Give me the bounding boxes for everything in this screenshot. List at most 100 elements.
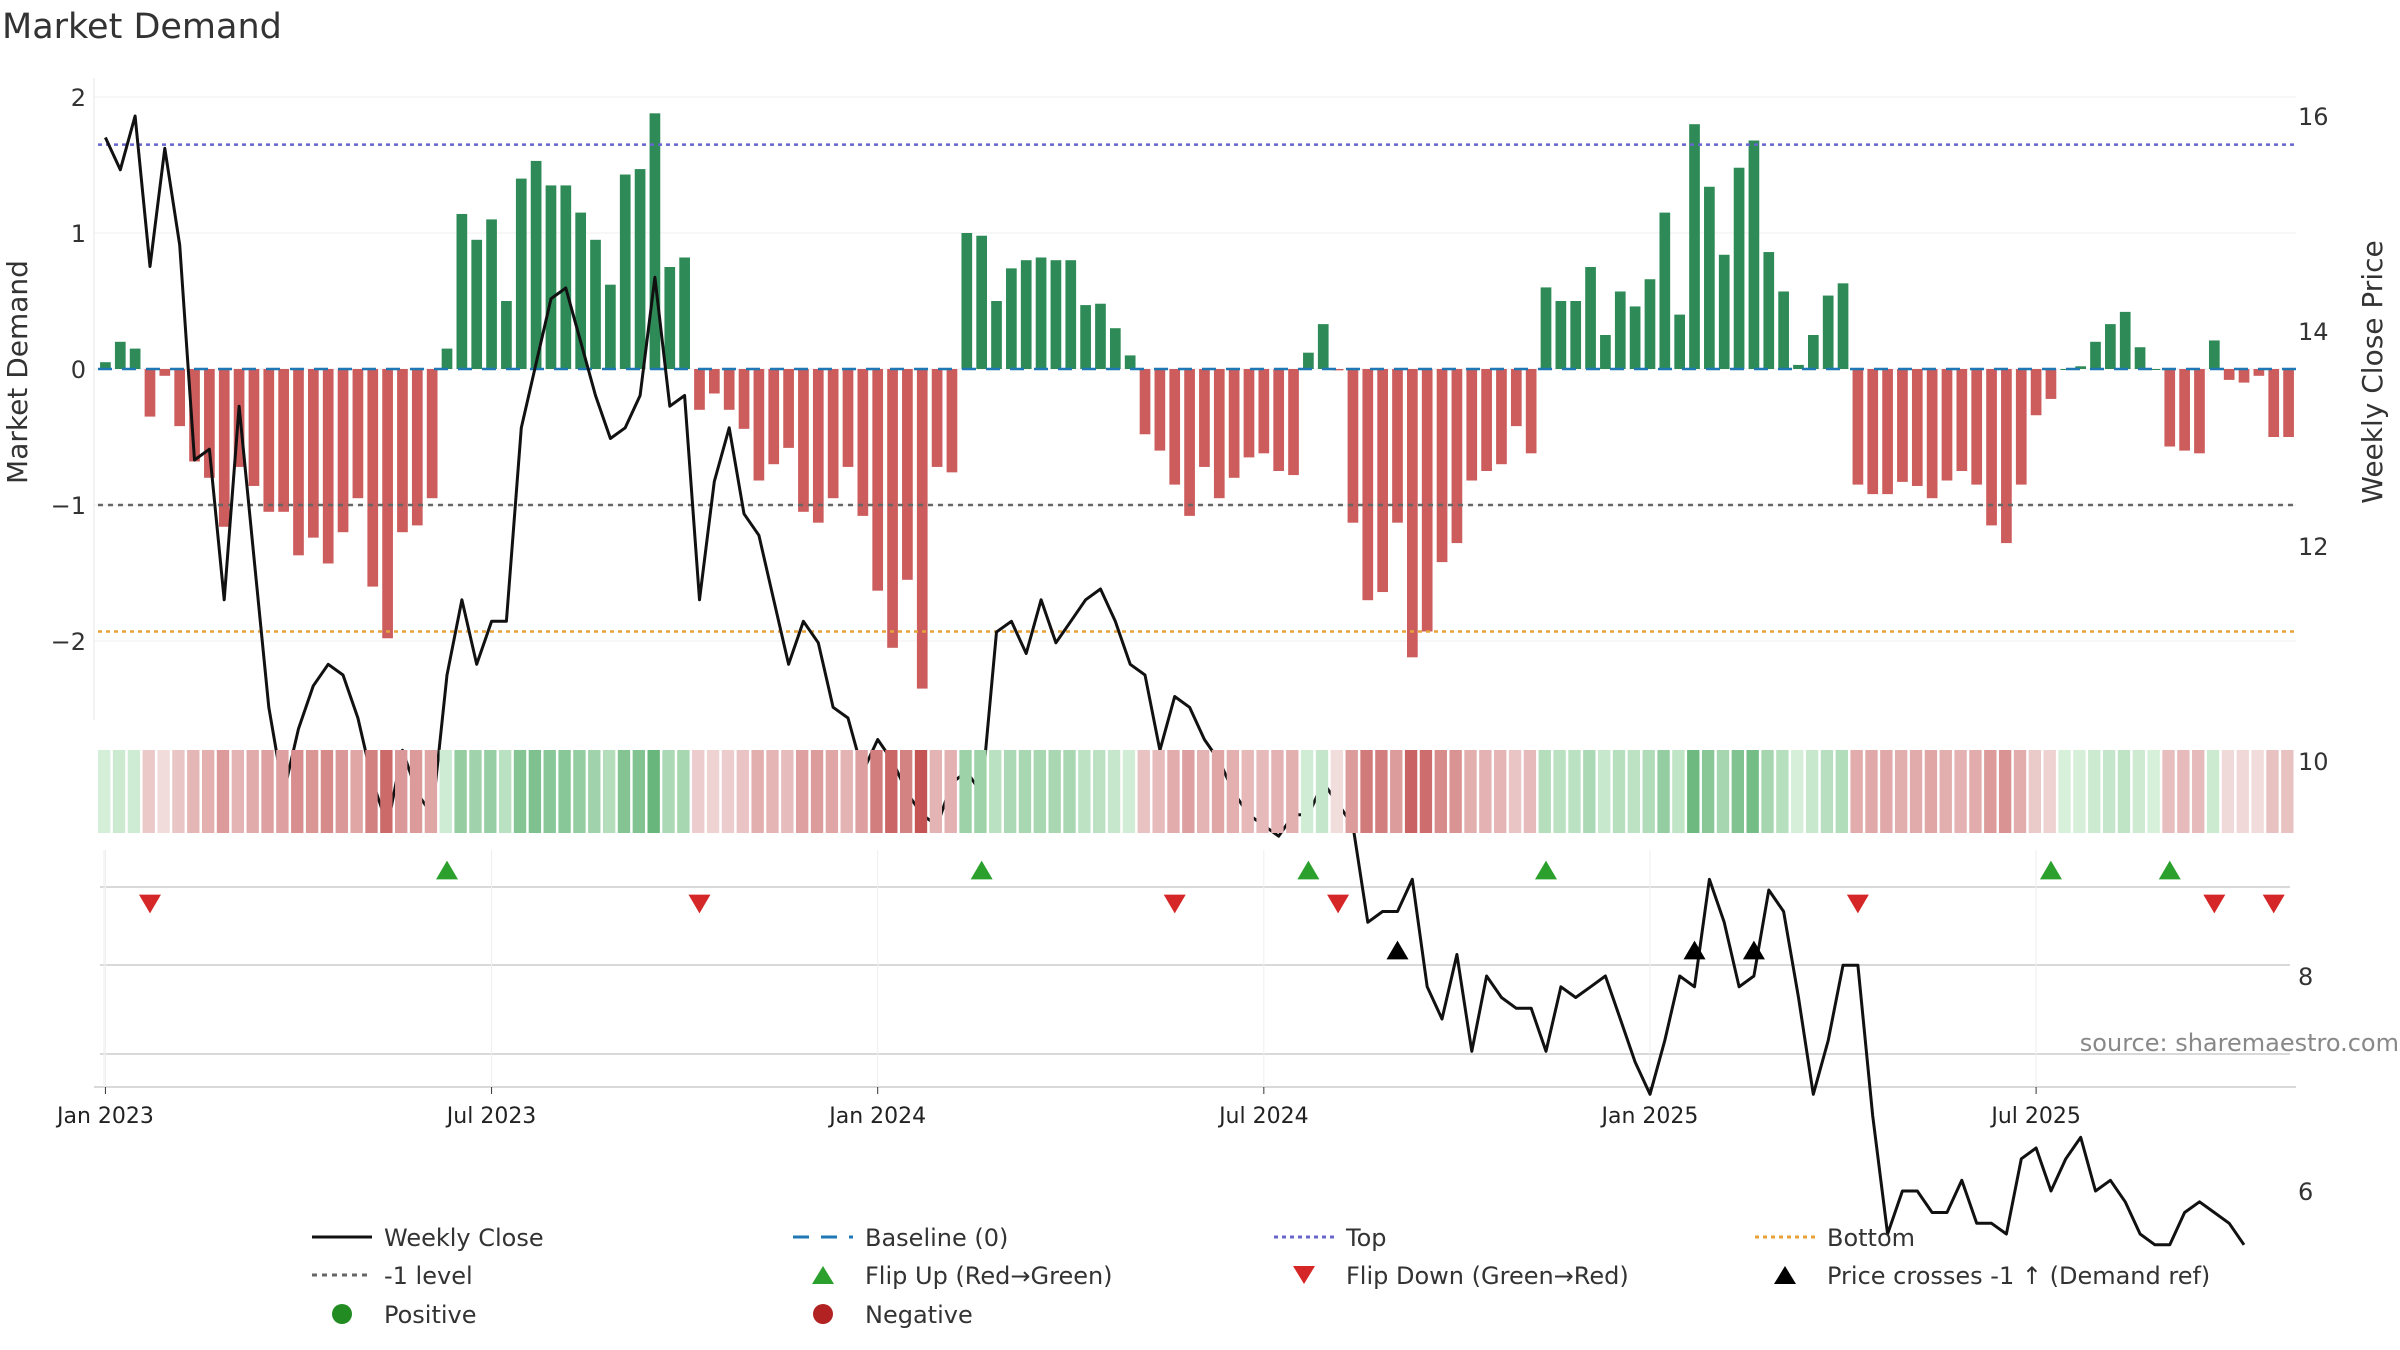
demand-bar — [1763, 252, 1775, 369]
demand-heat-strip — [98, 750, 2294, 833]
flip-up-marker — [436, 860, 459, 880]
demand-bar — [2223, 369, 2235, 380]
heat-cell — [1939, 750, 1952, 833]
demand-bar — [887, 369, 898, 648]
y-axis-label: Market Demand — [1, 260, 34, 484]
demand-bar — [1436, 369, 1448, 563]
y-tick-label: 0 — [71, 356, 86, 384]
heat-cell — [2177, 750, 2190, 833]
heat-cell — [1850, 750, 1863, 833]
heat-cell — [1182, 750, 1195, 833]
demand-bar — [634, 169, 646, 369]
y-tick-label: 1 — [71, 220, 86, 248]
demand-bar — [1243, 369, 1255, 458]
x-tick-label: Jul 2024 — [1217, 1104, 1309, 1129]
heat-cell — [573, 750, 586, 833]
demand-bar — [159, 369, 171, 376]
y2-axis-label: Weekly Close Price — [2356, 240, 2389, 503]
demand-bar — [2134, 347, 2146, 369]
demand-bar — [1778, 291, 1789, 369]
heat-cell — [187, 750, 200, 833]
heat-cell — [974, 750, 987, 833]
demand-bar — [679, 257, 690, 369]
heat-cell — [1672, 750, 1685, 833]
heat-cell — [112, 750, 126, 833]
demand-bar — [1362, 369, 1374, 601]
demand-bar — [1273, 369, 1285, 471]
heat-cell — [1642, 750, 1655, 833]
heat-cell — [602, 750, 616, 833]
demand-bar — [2015, 369, 2027, 485]
heat-cell — [1018, 750, 1032, 833]
demand-bar — [2001, 369, 2012, 544]
demand-bar — [1674, 314, 1686, 369]
demand-bar — [2105, 324, 2116, 369]
legend-symbol-flip-down — [1293, 1266, 1315, 1284]
demand-bar — [1926, 369, 1938, 499]
heat-cell — [1746, 750, 1759, 833]
demand-bar — [575, 212, 587, 369]
demand-bar — [1585, 267, 1596, 369]
demand-bar — [605, 284, 616, 369]
demand-bar — [872, 369, 884, 591]
heat-cell — [1211, 750, 1225, 833]
heat-cell — [810, 750, 824, 833]
heat-cell — [721, 750, 735, 833]
heat-cell — [409, 750, 423, 833]
heat-cell — [662, 750, 675, 833]
heat-cell — [424, 750, 438, 833]
flip-down-marker — [1846, 894, 1869, 914]
heat-cell — [1464, 750, 1477, 833]
demand-bar — [1733, 167, 1745, 369]
flip-down-marker — [138, 894, 161, 914]
heat-cell — [692, 750, 705, 833]
heat-cell — [929, 750, 943, 833]
heat-cell — [2147, 750, 2160, 833]
demand-bar — [471, 239, 483, 369]
demand-bar — [2045, 369, 2057, 399]
demand-bar — [2208, 340, 2220, 369]
y2-tick-labels: 16 14 12 10 8 6 — [2298, 103, 2329, 1206]
heat-cell — [1286, 750, 1299, 833]
demand-bar — [1095, 303, 1106, 369]
heat-cell — [2132, 750, 2145, 833]
demand-bar — [976, 235, 988, 369]
heat-cell — [2206, 750, 2220, 833]
demand-bar — [1288, 369, 1299, 476]
demand-bar — [694, 369, 705, 410]
demand-bar — [1540, 287, 1552, 369]
demand-bar — [1169, 369, 1181, 485]
demand-bar — [352, 369, 364, 499]
demand-bar — [961, 233, 973, 369]
heat-cell — [1583, 750, 1596, 833]
flip-down-marker — [2203, 894, 2226, 914]
demand-bar — [649, 113, 661, 369]
demand-bar — [1570, 301, 1582, 369]
demand-bar — [397, 369, 408, 533]
weekly-close-series — [104, 114, 2246, 1247]
demand-bar — [530, 160, 542, 369]
demand-bar — [1317, 324, 1329, 369]
demand-bar — [1704, 186, 1715, 369]
demand-bar — [1496, 369, 1507, 465]
demand-bar — [174, 369, 186, 427]
heat-cell — [1998, 750, 2012, 833]
demand-bar — [1377, 369, 1388, 593]
demand-bar — [1466, 369, 1478, 481]
demand-bar — [367, 369, 379, 587]
heat-cell — [1122, 750, 1136, 833]
demand-bar — [2090, 341, 2101, 369]
heat-cell — [142, 750, 155, 833]
heat-cell — [1553, 750, 1566, 833]
heat-cell — [1597, 750, 1611, 833]
demand-bar — [2030, 369, 2042, 416]
heat-cell — [1063, 750, 1076, 833]
demand-bar — [1481, 369, 1492, 471]
heat-cell — [796, 750, 809, 833]
heat-cell — [1969, 750, 1982, 833]
demand-bar — [441, 348, 453, 369]
heat-cell — [1093, 750, 1106, 833]
flip-down-marker — [688, 894, 711, 914]
heat-cell — [1835, 750, 1848, 833]
